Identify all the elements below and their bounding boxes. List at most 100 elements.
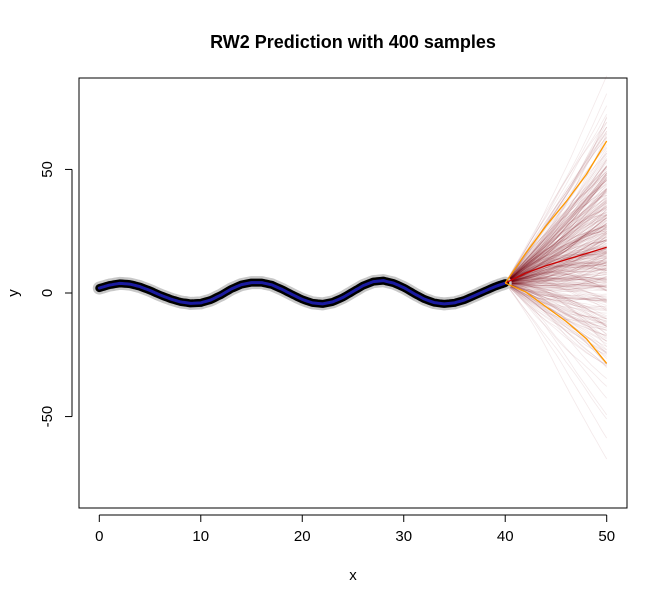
sample-path — [505, 282, 607, 312]
sample-path — [505, 282, 607, 319]
sample-path — [504, 75, 608, 284]
sample-path — [504, 207, 607, 284]
sample-path — [504, 225, 607, 284]
sample-path — [505, 240, 607, 284]
sample-path — [504, 165, 608, 284]
sample-path — [504, 214, 607, 284]
sample-path — [505, 281, 607, 288]
sample-path — [504, 176, 607, 284]
sample-path — [504, 166, 608, 284]
sample-path — [504, 166, 608, 284]
sample-path — [504, 114, 608, 284]
sample-path — [505, 217, 607, 284]
sample-path — [504, 167, 607, 284]
sample-path — [505, 191, 607, 284]
sample-path — [505, 261, 607, 284]
sample-path — [505, 253, 607, 285]
sample-path — [505, 257, 607, 284]
sample-path — [505, 250, 607, 284]
sample-path — [505, 228, 607, 284]
sample-path — [505, 271, 607, 291]
sample-path — [505, 282, 607, 301]
sample-path — [504, 130, 608, 284]
sample-path — [504, 205, 607, 284]
sample-path — [505, 258, 607, 284]
sample-path — [505, 277, 607, 288]
sample-path — [505, 238, 607, 284]
sample-path — [505, 266, 607, 284]
sample-path — [505, 231, 607, 284]
x-tick-label: 40 — [497, 528, 514, 545]
sample-path — [505, 282, 607, 337]
sample-path — [504, 171, 607, 284]
sample-path — [504, 188, 607, 284]
sample-path — [505, 262, 607, 285]
sample-path — [505, 264, 607, 284]
sample-path — [505, 213, 607, 284]
sample-path — [505, 264, 607, 284]
sample-path — [505, 233, 607, 284]
sample-path — [504, 237, 607, 284]
sample-path — [505, 273, 607, 284]
forecast-upper-line — [504, 140, 608, 284]
sample-path — [505, 259, 607, 287]
sample-path — [505, 217, 607, 284]
sample-path — [505, 245, 607, 284]
sample-path — [505, 250, 607, 284]
sample-path — [504, 183, 607, 284]
sample-path — [504, 173, 608, 284]
x-tick-label: 10 — [192, 528, 209, 545]
sample-path — [505, 282, 607, 301]
sample-path — [505, 245, 607, 284]
sample-path — [505, 259, 607, 284]
sample-paths — [504, 75, 608, 460]
x-tick-label: 20 — [294, 528, 311, 545]
sample-path — [505, 255, 607, 284]
sample-path — [505, 282, 607, 302]
sample-path — [504, 207, 607, 284]
sample-path — [504, 223, 607, 284]
sample-path — [505, 280, 607, 298]
sample-path — [505, 258, 607, 284]
sample-path — [505, 253, 607, 284]
sample-path — [504, 167, 608, 284]
sample-path — [504, 282, 607, 387]
sample-path — [505, 234, 607, 284]
sample-path — [504, 256, 607, 284]
sample-path — [505, 281, 607, 304]
x-axis-title: x — [349, 567, 357, 584]
sample-path — [505, 282, 607, 327]
sample-path — [504, 228, 607, 284]
sample-path — [505, 223, 607, 284]
sample-path — [505, 199, 607, 284]
sample-path — [505, 267, 607, 284]
plot-frame — [78, 77, 628, 509]
sample-path — [504, 165, 608, 284]
sample-path — [504, 185, 607, 284]
sample-path — [504, 188, 607, 284]
sample-path — [504, 227, 607, 284]
sample-path — [504, 282, 608, 416]
sample-path — [505, 282, 607, 325]
sample-path — [504, 144, 608, 284]
sample-path — [505, 256, 607, 284]
sample-path — [505, 282, 607, 288]
sample-path — [505, 274, 607, 284]
sample-path — [504, 214, 607, 284]
sample-path — [505, 282, 607, 335]
sample-path — [504, 188, 608, 284]
observed-series — [92, 274, 512, 311]
sample-path — [505, 233, 607, 284]
sample-path — [504, 282, 607, 355]
sample-path — [505, 282, 607, 332]
sample-path — [504, 194, 607, 284]
sample-path — [505, 251, 607, 284]
sample-path — [505, 282, 607, 345]
sample-path — [505, 282, 607, 343]
sample-path — [504, 208, 607, 284]
sample-path — [505, 175, 608, 284]
sample-path — [504, 217, 607, 284]
sample-path — [505, 277, 607, 285]
sample-path — [505, 274, 607, 292]
